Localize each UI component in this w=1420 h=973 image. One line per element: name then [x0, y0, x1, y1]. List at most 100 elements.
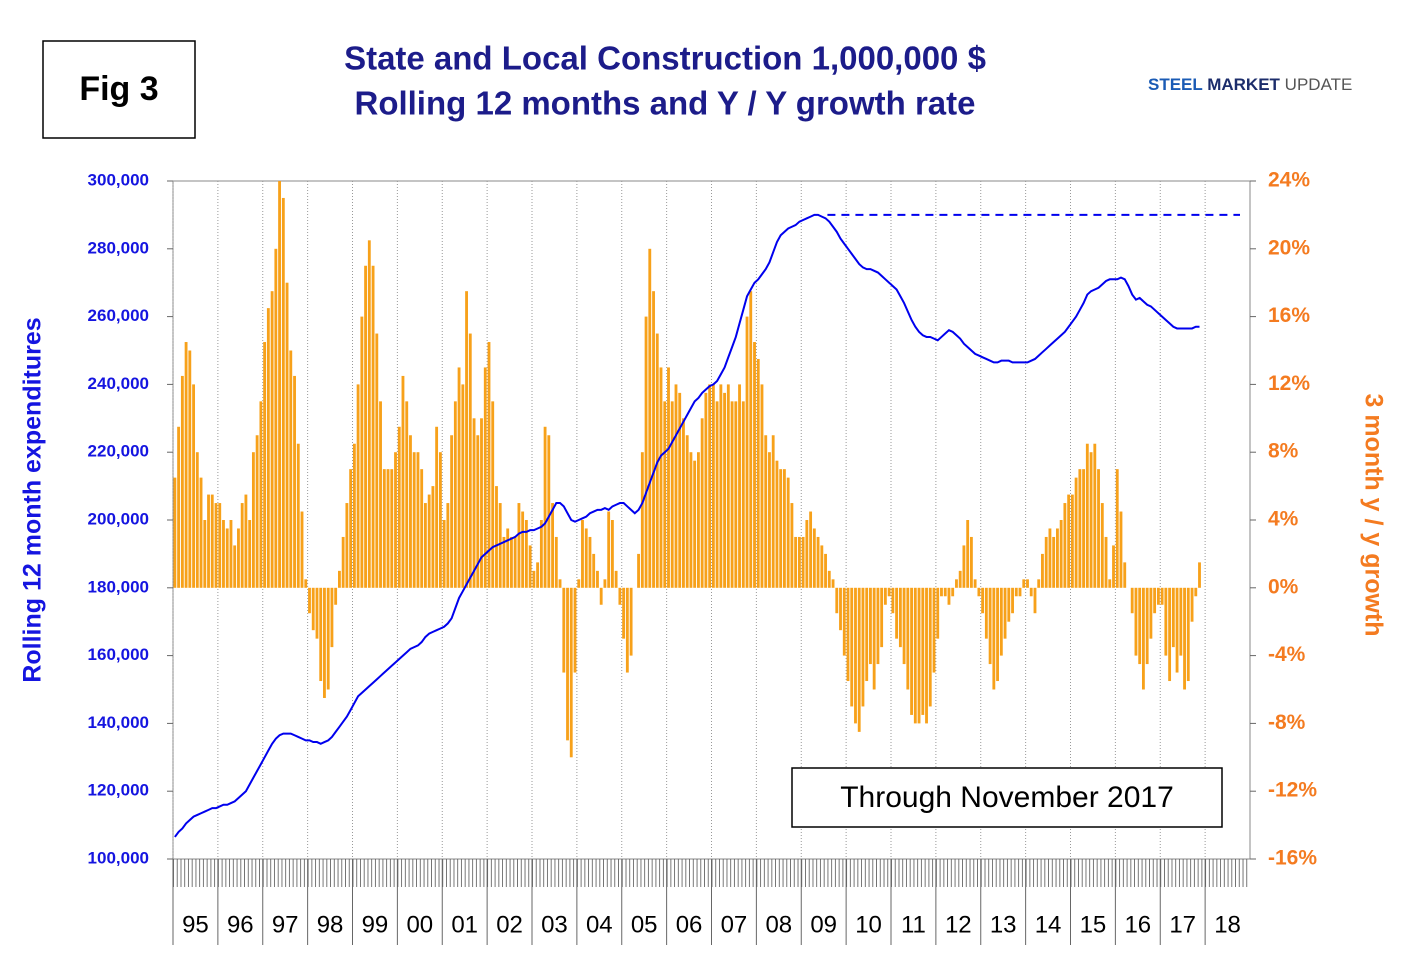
bar [218, 503, 222, 588]
bar [771, 435, 775, 588]
bar [812, 528, 816, 588]
x-tick-label: 15 [1080, 911, 1107, 938]
bar [779, 469, 783, 588]
x-tick-label: 03 [541, 911, 568, 938]
bar [603, 579, 607, 588]
bar [872, 587, 876, 690]
bar [865, 587, 869, 682]
bar [663, 401, 667, 588]
bar [685, 435, 689, 588]
bar [364, 265, 368, 588]
bar [468, 333, 472, 588]
bar [584, 528, 588, 588]
bar [768, 452, 771, 588]
bar [442, 520, 446, 588]
bar [229, 520, 233, 588]
bar [450, 435, 454, 588]
bar [618, 587, 622, 605]
figure-label: Fig 3 [79, 70, 158, 108]
bar [233, 545, 237, 588]
bar [244, 494, 248, 588]
bar [876, 587, 880, 665]
bar [480, 418, 483, 588]
bar [180, 375, 184, 588]
bar [846, 587, 850, 682]
bar [827, 570, 831, 588]
bar [738, 384, 741, 588]
bar [921, 587, 925, 715]
bar [1134, 587, 1138, 656]
bar [543, 426, 547, 588]
bar [278, 181, 281, 588]
bar [524, 520, 528, 588]
logo-word: MARKET [1207, 75, 1280, 94]
bar [356, 384, 360, 588]
bar [689, 452, 693, 588]
bar [652, 291, 655, 588]
plot: 95 96 97 98 99 00 01 02 03 04 05 06 07 08 09 10 11 12 13 14… [88, 169, 1317, 945]
bar [177, 426, 181, 588]
bar [446, 503, 450, 588]
y2-tick-label: 8% [1268, 440, 1299, 463]
bar [379, 401, 382, 588]
bar [711, 384, 715, 588]
bar [831, 579, 835, 588]
bar [349, 469, 353, 588]
bar [951, 587, 955, 597]
bar [270, 291, 274, 588]
bar [240, 503, 244, 588]
bar [199, 477, 203, 588]
bar [1168, 587, 1172, 682]
bar [1112, 545, 1115, 588]
bar [1003, 587, 1007, 639]
bar [266, 308, 270, 588]
bar [304, 579, 308, 588]
bar [596, 570, 599, 588]
bar [263, 342, 267, 588]
bar [1119, 511, 1123, 588]
y2-tick-label: -12% [1268, 779, 1317, 802]
x-tick-label: 09 [810, 911, 837, 938]
x-tick-label: 12 [945, 911, 972, 938]
bar [824, 553, 827, 588]
fig-box [42, 40, 196, 139]
bar [637, 553, 640, 588]
bar [1100, 503, 1104, 588]
line [174, 213, 1200, 838]
x-tick-label: 17 [1169, 911, 1196, 938]
bar [1029, 587, 1033, 597]
bar [659, 367, 663, 588]
bar [667, 367, 670, 588]
bar [756, 358, 760, 588]
bar [913, 587, 917, 724]
bar [708, 384, 712, 588]
bar [820, 545, 824, 588]
bar [311, 587, 315, 631]
bar [925, 587, 928, 724]
y2-tick-label: -4% [1268, 643, 1306, 666]
bar [940, 587, 943, 597]
bar [1041, 553, 1044, 588]
bar [697, 452, 700, 588]
bar [1198, 562, 1201, 588]
bar [682, 418, 685, 588]
bar [1190, 587, 1194, 622]
bar [539, 520, 543, 588]
bar [1059, 520, 1063, 588]
bar [928, 587, 932, 707]
y2-tick-label: -8% [1268, 711, 1306, 734]
bar [360, 316, 364, 588]
bar [528, 545, 532, 588]
bar [981, 587, 985, 614]
y2-tick-label: 4% [1268, 508, 1299, 531]
x-tick-label: 95 [182, 911, 209, 938]
bar [857, 587, 861, 732]
bar [487, 342, 491, 588]
bar [401, 375, 405, 588]
bar [352, 443, 356, 588]
bar [1115, 469, 1119, 588]
bar [607, 511, 611, 588]
annotation-box [791, 767, 1223, 828]
bar [700, 418, 704, 588]
bar [371, 265, 375, 588]
